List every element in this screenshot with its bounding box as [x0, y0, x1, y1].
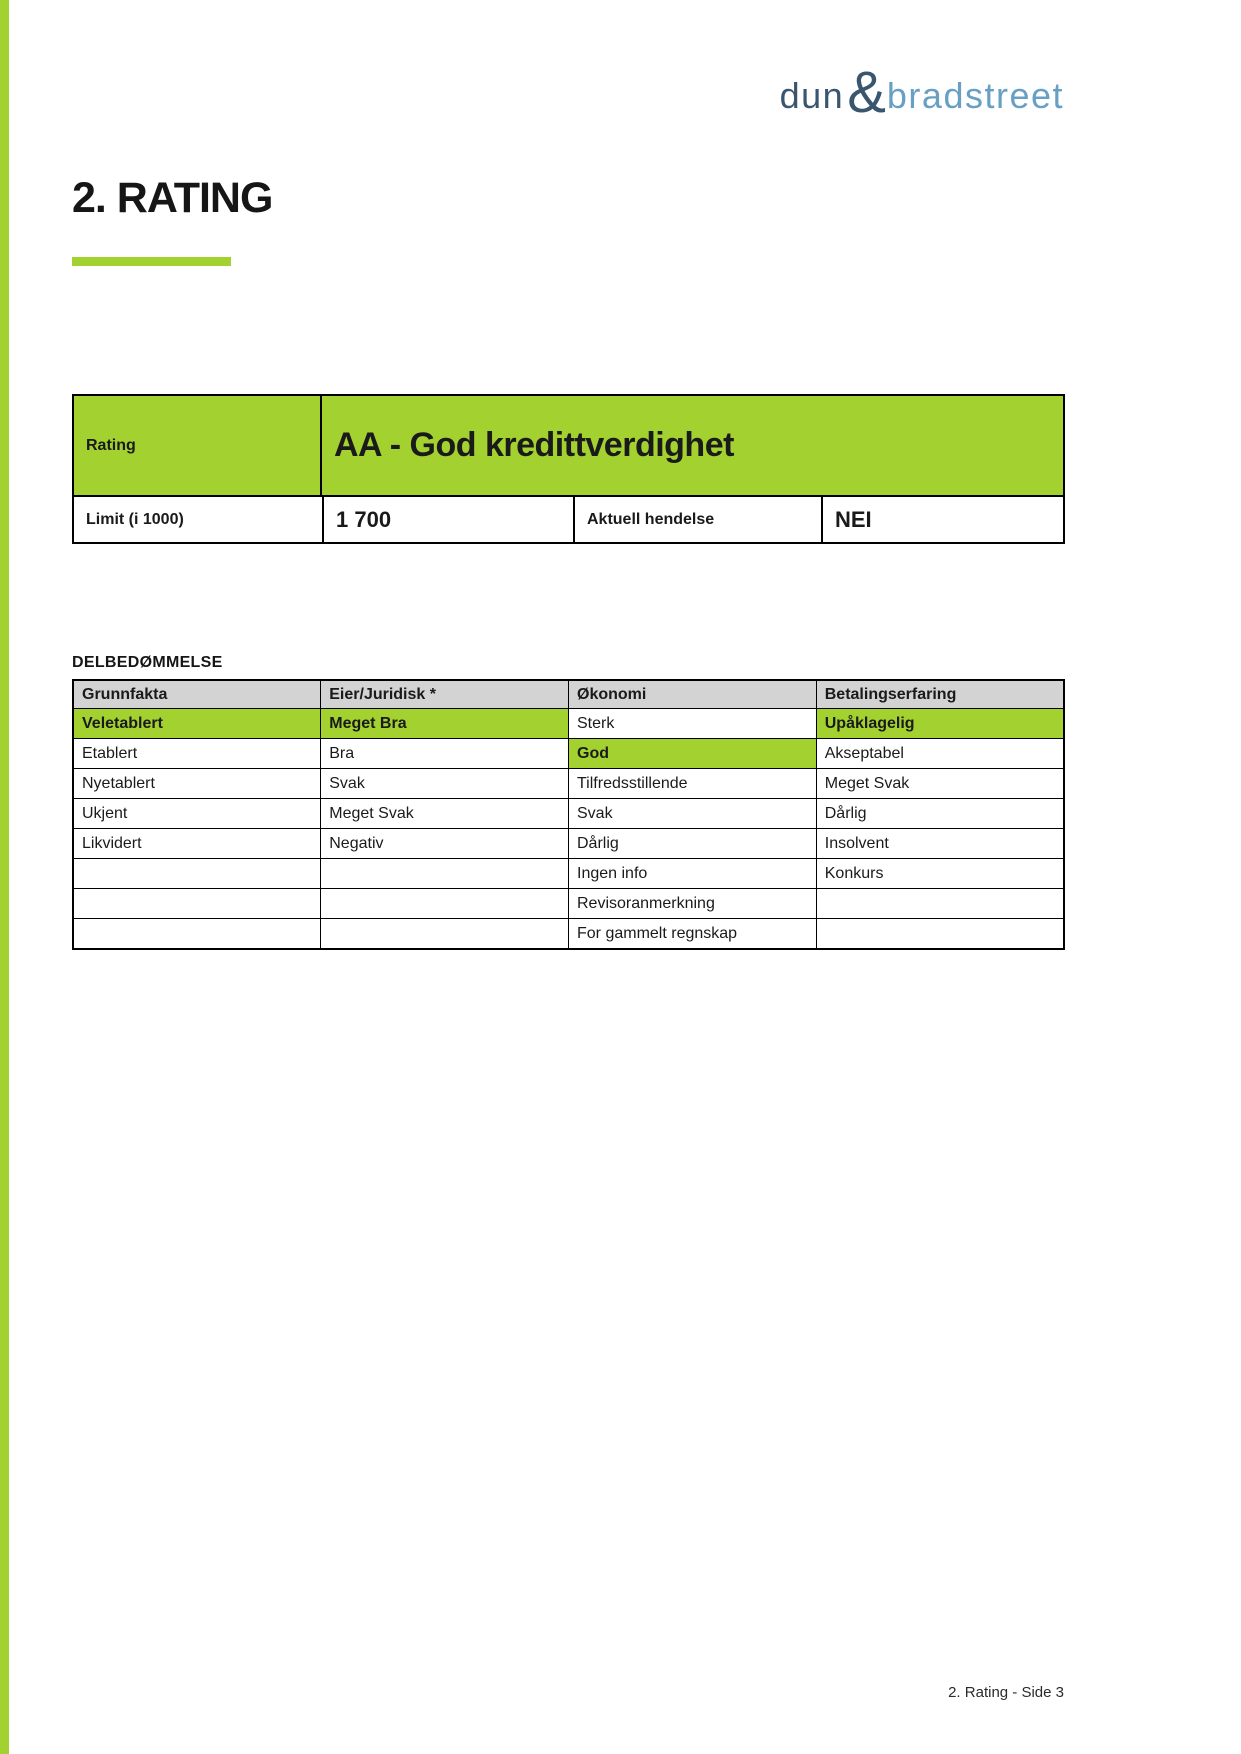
assessment-cell: Ingen info	[568, 858, 817, 889]
assessment-cell: Etablert	[72, 738, 322, 769]
table-row: For gammelt regnskap	[72, 918, 1065, 950]
current-event-value: NEI	[821, 495, 1063, 542]
limit-label: Limit (i 1000)	[74, 495, 322, 542]
assessment-cell	[320, 918, 569, 950]
table-row: Ingen info Konkurs	[72, 858, 1065, 889]
logo-word-bradstreet: bradstreet	[886, 75, 1064, 116]
assessment-cell: Nyetablert	[72, 768, 322, 799]
logo-word-dun: dun	[779, 75, 845, 116]
assessment-header-row: Grunnfakta Eier/Juridisk * Økonomi Betal…	[72, 679, 1065, 709]
rating-value: AA - God kredittverdighet	[322, 396, 1063, 495]
assessment-cell: God	[568, 738, 817, 769]
assessment-cell: Dårlig	[815, 798, 1065, 829]
table-row: Veletablert Meget Bra Sterk Upåklagelig	[72, 708, 1065, 739]
assessment-cell: Likvidert	[72, 828, 322, 859]
table-row: Etablert Bra God Akseptabel	[72, 738, 1065, 769]
assessment-cell	[320, 858, 569, 889]
assessment-cell: Svak	[320, 768, 569, 799]
assessment-cell: Dårlig	[568, 828, 817, 859]
assessment-table-body: Veletablert Meget Bra Sterk Upåklagelig Etab…	[72, 708, 1065, 950]
left-accent-bar	[0, 0, 9, 1754]
assessment-cell: Svak	[568, 798, 817, 829]
assessment-table: Grunnfakta Eier/Juridisk * Økonomi Betal…	[72, 679, 1065, 950]
assessment-cell: Akseptabel	[815, 738, 1065, 769]
table-row: Likvidert Negativ Dårlig Insolvent	[72, 828, 1065, 859]
assessment-cell	[72, 918, 322, 950]
assessment-cell: For gammelt regnskap	[568, 918, 817, 950]
assessment-cell: Revisoranmerkning	[568, 888, 817, 919]
column-header-betalingserfaring: Betalingserfaring	[815, 679, 1065, 709]
page-title: 2. RATING	[72, 174, 273, 222]
page-footer: 2. Rating - Side 3	[948, 1684, 1064, 1701]
assessment-cell: Bra	[320, 738, 569, 769]
dun-bradstreet-logo: dun & bradstreet	[779, 64, 1064, 124]
assessment-cell	[72, 858, 322, 889]
assessment-cell	[72, 888, 322, 919]
assessment-cell: Veletablert	[72, 708, 322, 739]
assessment-cell	[815, 888, 1065, 919]
assessment-cell: Negativ	[320, 828, 569, 859]
assessment-cell	[320, 888, 569, 919]
logo-ampersand-icon: &	[847, 60, 886, 125]
assessment-section-title: DELBEDØMMELSE	[72, 654, 223, 671]
table-row: Revisoranmerkning	[72, 888, 1065, 919]
assessment-cell: Upåklagelig	[815, 708, 1065, 739]
table-row: Nyetablert Svak Tilfredsstillende Meget Sva…	[72, 768, 1065, 799]
assessment-cell: Insolvent	[815, 828, 1065, 859]
assessment-cell: Sterk	[568, 708, 817, 739]
assessment-cell: Ukjent	[72, 798, 322, 829]
assessment-cell: Tilfredsstillende	[568, 768, 817, 799]
assessment-cell: Konkurs	[815, 858, 1065, 889]
assessment-cell	[815, 918, 1065, 950]
table-row: Ukjent Meget Svak Svak Dårlig	[72, 798, 1065, 829]
rating-summary-table: Rating AA - God kredittverdighet Limit (…	[72, 394, 1065, 544]
assessment-cell: Meget Bra	[320, 708, 569, 739]
column-header-okonomi: Økonomi	[568, 679, 817, 709]
current-event-label: Aktuell hendelse	[573, 495, 821, 542]
column-header-grunnfakta: Grunnfakta	[72, 679, 322, 709]
heading-underline	[72, 257, 231, 266]
limit-value: 1 700	[322, 495, 573, 542]
assessment-cell: Meget Svak	[320, 798, 569, 829]
rating-label: Rating	[74, 396, 322, 495]
assessment-cell: Meget Svak	[815, 768, 1065, 799]
column-header-eier-juridisk: Eier/Juridisk *	[320, 679, 569, 709]
